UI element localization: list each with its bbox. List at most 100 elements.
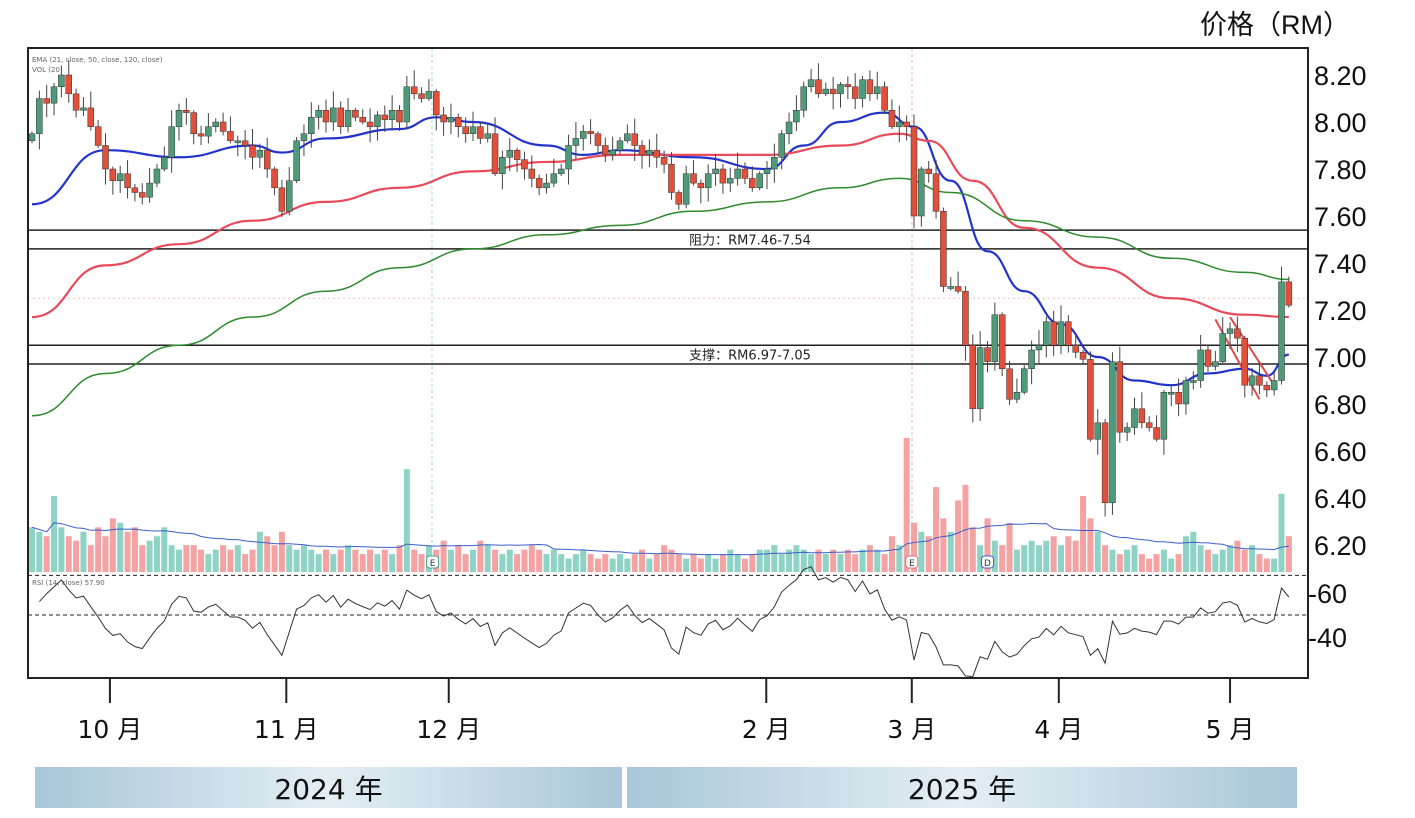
volume-bar (109, 518, 116, 572)
volume-bar (337, 549, 344, 572)
candle (660, 150, 668, 174)
volume-bar (146, 540, 153, 572)
volume-bar (874, 549, 881, 572)
candle-body (300, 133, 308, 142)
candle-body (925, 168, 932, 174)
candle (704, 164, 712, 202)
volume-bar (227, 549, 234, 572)
volume-bar (462, 554, 469, 572)
candle-body (638, 145, 646, 156)
candle-body (359, 117, 366, 123)
candle-body (286, 180, 293, 212)
candle-body (712, 168, 719, 174)
volume-bar (602, 554, 609, 572)
candle-body (1263, 384, 1271, 391)
candle-body (1079, 352, 1087, 360)
candle (910, 114, 918, 229)
candle-body (807, 79, 815, 87)
volume-bar (514, 554, 521, 572)
candle-body (256, 149, 264, 158)
year-label: 2024 年 (274, 773, 382, 806)
x-tick-label: 5 月 (1206, 715, 1255, 744)
candle (631, 118, 638, 162)
candlestick-series (28, 59, 1293, 517)
candle (1285, 276, 1293, 308)
candle (72, 88, 80, 118)
candle-body (491, 133, 499, 174)
candle (403, 75, 411, 130)
candle (315, 105, 322, 130)
candle-body (962, 290, 969, 346)
candle-body (660, 157, 668, 165)
candle (1123, 422, 1131, 442)
volume-bar (212, 549, 219, 572)
candle-body (87, 107, 95, 127)
plot-frame (27, 47, 1309, 679)
candle-body (521, 159, 528, 170)
volume-bar (117, 522, 124, 572)
candle (234, 135, 242, 157)
candle (352, 107, 359, 122)
candle-body (477, 126, 484, 139)
candle (763, 161, 771, 190)
candle (102, 133, 109, 185)
candle-body (293, 140, 300, 182)
volume-bar (1021, 545, 1028, 572)
candle-body (80, 107, 87, 111)
candle-body (65, 74, 72, 95)
candle-body (704, 173, 712, 189)
volume-bar (1160, 549, 1167, 572)
candle-body (550, 173, 558, 184)
candle (1197, 334, 1204, 388)
candle (954, 271, 962, 294)
candle-body (1138, 408, 1146, 424)
volume-bar (80, 531, 87, 572)
volume-bar (293, 549, 300, 572)
candle (1072, 333, 1079, 358)
candle (1175, 378, 1182, 417)
candle-body (771, 157, 778, 170)
candle (278, 179, 286, 217)
candle-body (528, 168, 536, 179)
candle (1182, 376, 1190, 415)
candle (749, 166, 756, 192)
volume-bar (536, 549, 543, 572)
volume-bar (58, 527, 65, 572)
volume-bar (594, 558, 601, 572)
candle (286, 167, 293, 216)
volume-bar (381, 549, 388, 572)
candle-body (580, 131, 587, 139)
x-tick-label: 4 月 (1034, 715, 1083, 744)
volume-bar (1013, 549, 1020, 572)
candle-body (197, 133, 205, 137)
candle (844, 76, 852, 99)
y-tick-label: 6.20 (1314, 531, 1367, 561)
candle (168, 110, 175, 173)
candle-body (506, 149, 513, 158)
candle (197, 125, 205, 146)
volume-bar (234, 545, 241, 572)
volume-bar (300, 545, 307, 572)
candle-body (874, 86, 881, 95)
candle-body (675, 192, 683, 205)
candle (1116, 346, 1124, 443)
volume-bar (639, 549, 646, 572)
candle-body (668, 164, 675, 193)
event-marker-label: E (909, 559, 915, 569)
candle (800, 81, 807, 118)
volume-bar (624, 558, 631, 572)
candle (1006, 360, 1013, 405)
candle (513, 147, 521, 172)
volume-bar (1256, 554, 1263, 572)
candle-body (1065, 321, 1072, 346)
candle (205, 113, 212, 144)
candle (359, 109, 366, 125)
volume-bar (1072, 540, 1079, 572)
candle-body (462, 126, 469, 134)
candle (646, 139, 653, 168)
volume-bar (95, 527, 102, 572)
volume-bar (352, 549, 359, 572)
candle (874, 71, 881, 100)
candle-body (322, 110, 330, 123)
volume-bar (1138, 554, 1145, 572)
